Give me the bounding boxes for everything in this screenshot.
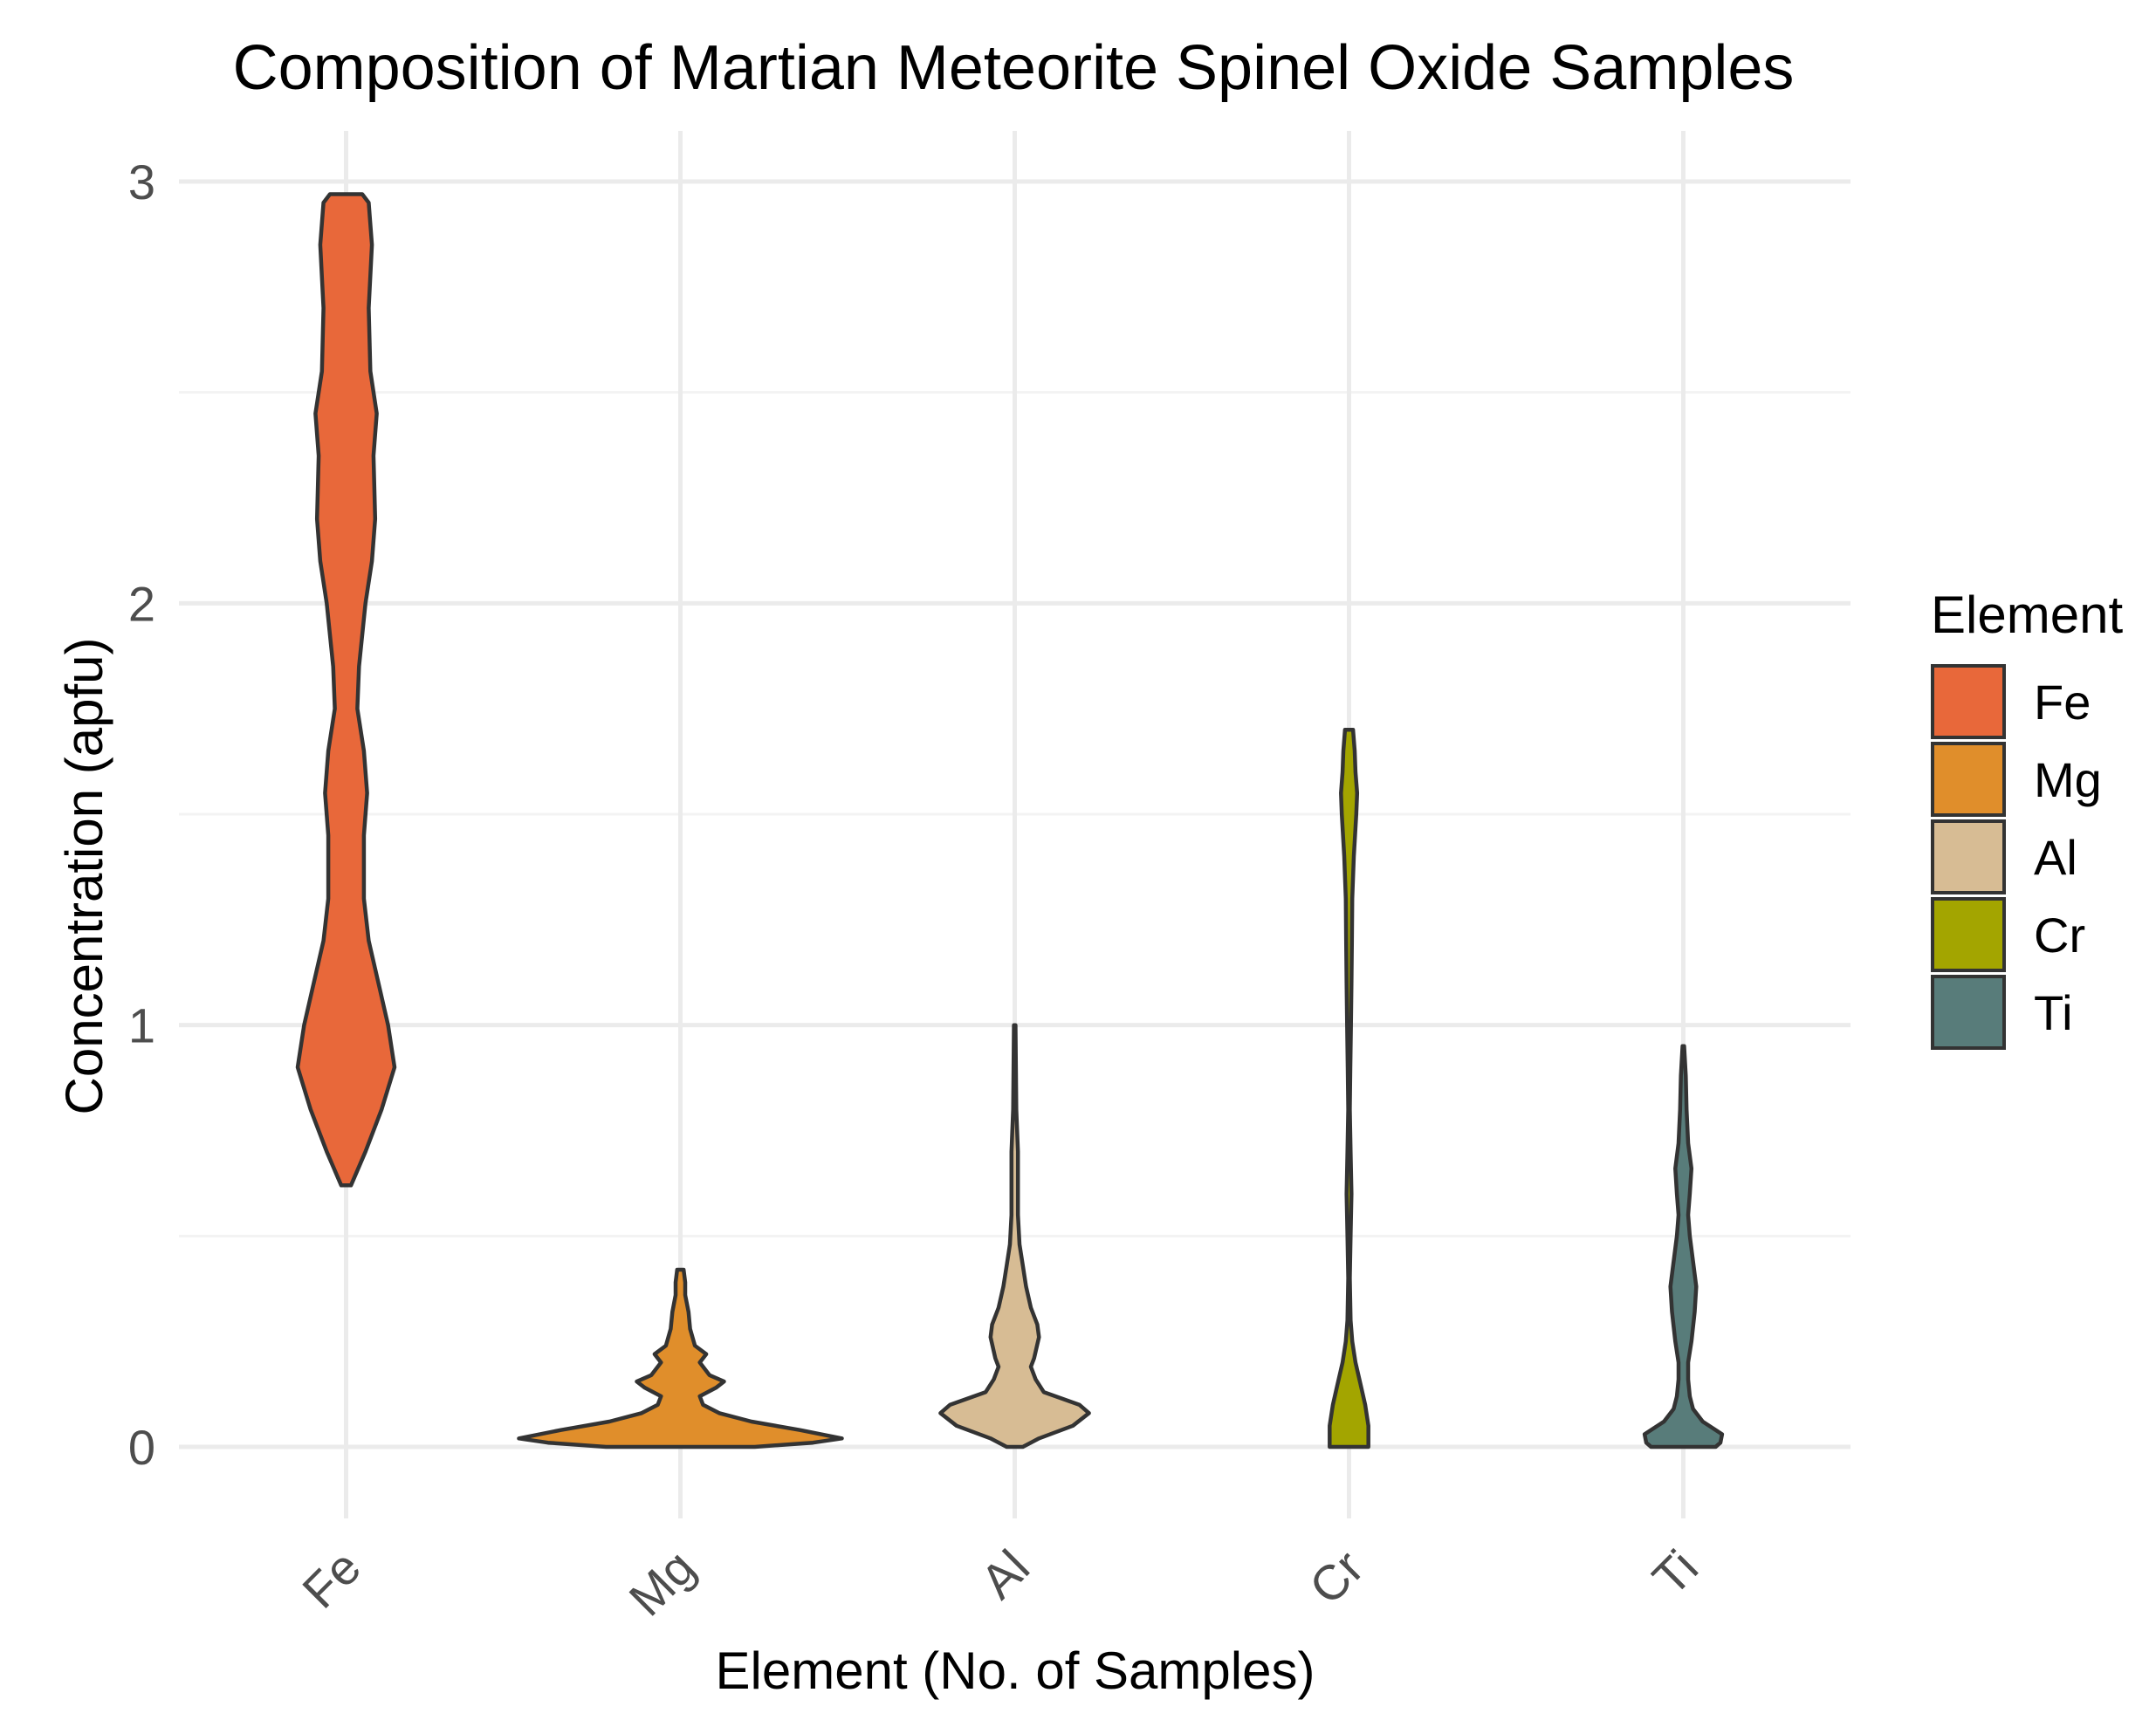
chart-title: Composition of Martian Meteorite Spinel … [233, 33, 1795, 103]
y-tick-label: 3 [128, 154, 155, 209]
legend-label-cr: Cr [2034, 908, 2085, 963]
legend-label-al: Al [2034, 830, 2077, 885]
y-axis-title: Concentration (apfu) [55, 638, 113, 1115]
legend: Element Fe Mg Al Cr Ti [1931, 586, 2123, 1050]
violin-fe [295, 192, 397, 1188]
x-tick-label-cr: Cr [1299, 1539, 1374, 1614]
legend-label-fe: Fe [2034, 675, 2091, 730]
legend-key-al [1931, 819, 2006, 894]
violin-mg [517, 1267, 844, 1449]
x-tick-label-al: Al [970, 1539, 1040, 1609]
violin-al [938, 1023, 1091, 1449]
y-tick-labels: 0 1 2 3 [128, 154, 155, 1475]
legend-label-ti: Ti [2034, 985, 2073, 1040]
legend-title: Element [1931, 586, 2123, 644]
x-axis-title: Element (No. of Samples) [716, 1641, 1315, 1700]
legend-key-mg [1931, 742, 2006, 817]
legend-key-fe [1931, 664, 2006, 739]
violin-cr [1328, 728, 1370, 1449]
violins [295, 192, 1725, 1449]
x-tick-labels: Fe Mg Al Cr Ti [292, 1539, 1708, 1627]
x-tick-label-fe: Fe [292, 1539, 371, 1619]
violin-ti [1642, 1044, 1725, 1449]
legend-key-cr [1931, 897, 2006, 972]
x-tick-label-mg: Mg [618, 1539, 705, 1627]
y-tick-label: 2 [128, 576, 155, 631]
y-tick-label: 0 [128, 1420, 155, 1475]
x-tick-label-ti: Ti [1642, 1539, 1708, 1606]
y-tick-label: 1 [128, 998, 155, 1053]
legend-label-mg: Mg [2034, 752, 2102, 807]
legend-key-ti [1931, 975, 2006, 1050]
